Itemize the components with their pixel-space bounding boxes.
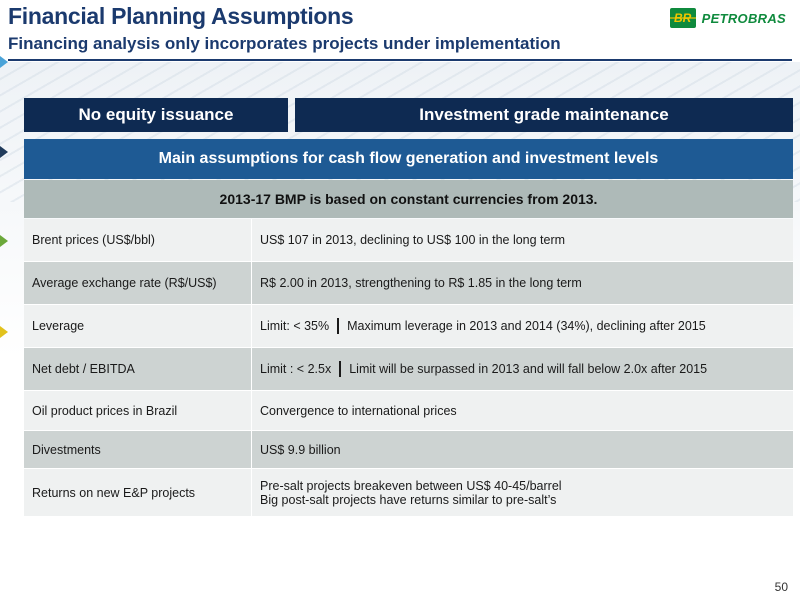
table-row: Brent prices (US$/bbl) US$ 107 in 2013, …: [24, 219, 793, 262]
table-row: Net debt / EBITDA Limit : < 2.5x Limit w…: [24, 348, 793, 391]
page-number: 50: [774, 580, 788, 594]
row-value: Convergence to international prices: [260, 403, 457, 418]
header-divider: [8, 59, 792, 61]
petrobras-logo: BR PETROBRAS: [669, 8, 786, 28]
triangle-marker-icon: [0, 146, 8, 158]
row-label: Returns on new E&P projects: [24, 469, 252, 516]
triangle-marker-icon: [0, 326, 8, 338]
row-limit: Limit : < 2.5x: [260, 362, 332, 376]
row-value: R$ 2.00 in 2013, strengthening to R$ 1.8…: [260, 276, 582, 290]
row-value-line: Pre-salt projects breakeven between US$ …: [260, 478, 562, 493]
row-label: Leverage: [24, 305, 252, 347]
assumptions-table: Brent prices (US$/bbl) US$ 107 in 2013, …: [24, 219, 793, 517]
triangle-marker-icon: [0, 56, 8, 68]
investment-grade-box: Investment grade maintenance: [295, 98, 793, 132]
row-detail: Limit will be surpassed in 2013 and will…: [349, 362, 708, 376]
table-row: Oil product prices in Brazil Convergence…: [24, 391, 793, 431]
row-value: US$ 9.9 billion: [260, 442, 341, 457]
table-subheader: 2013-17 BMP is based on constant currenc…: [24, 180, 793, 218]
row-label: Net debt / EBITDA: [24, 348, 252, 390]
table-row: Average exchange rate (R$/US$) R$ 2.00 i…: [24, 262, 793, 305]
separator-bar: [337, 318, 340, 334]
row-value: US$ 107 in 2013, declining to US$ 100 in…: [260, 233, 566, 247]
triangle-marker-icon: [0, 235, 8, 247]
row-value: Limit: < 35% Maximum leverage in 2013 an…: [252, 305, 793, 347]
row-label: Oil product prices in Brazil: [24, 391, 252, 430]
logo-text: PETROBRAS: [701, 10, 786, 26]
table-row: Returns on new E&P projects Pre-salt pro…: [24, 469, 793, 517]
row-value: Pre-salt projects breakeven between US$ …: [252, 469, 793, 516]
separator-bar: [339, 361, 342, 377]
row-value: Limit : < 2.5x Limit will be surpassed i…: [252, 348, 793, 390]
page-subtitle: Financing analysis only incorporates pro…: [8, 34, 561, 53]
row-label: Divestments: [24, 431, 252, 468]
row-label: Average exchange rate (R$/US$): [24, 262, 252, 304]
table-row: Divestments US$ 9.9 billion: [24, 431, 793, 469]
row-detail: Maximum leverage in 2013 and 2014 (34%),…: [347, 319, 706, 333]
row-label: Brent prices (US$/bbl): [24, 219, 252, 261]
page-title: Financial Planning Assumptions: [8, 3, 354, 29]
row-limit: Limit: < 35%: [260, 319, 330, 333]
table-row: Leverage Limit: < 35% Maximum leverage i…: [24, 305, 793, 348]
row-value-line: Big post-salt projects have returns simi…: [260, 492, 557, 507]
table-header: Main assumptions for cash flow generatio…: [24, 139, 793, 179]
no-equity-issuance-box: No equity issuance: [24, 98, 288, 132]
br-logo-icon: BR: [669, 8, 696, 28]
